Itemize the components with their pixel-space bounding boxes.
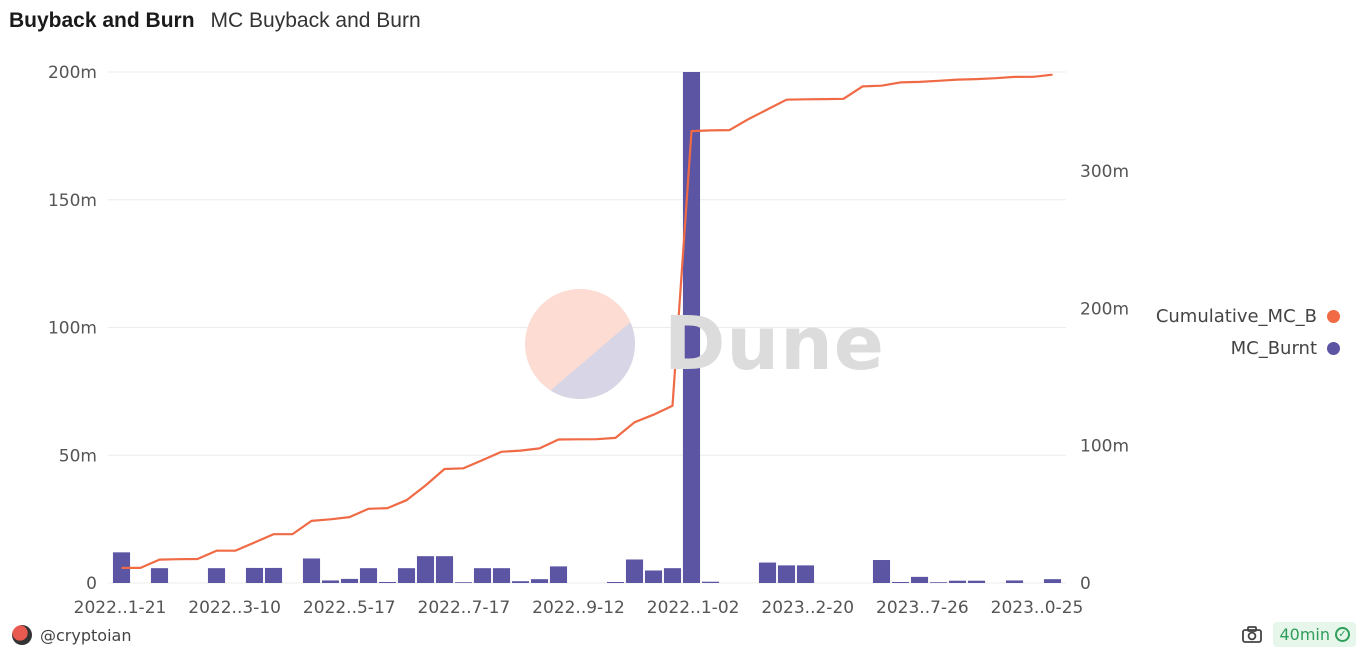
bar [530,579,549,583]
bar [644,570,663,583]
legend-item-mc-burnt[interactable]: MC_Burnt [1140,332,1340,364]
bar [1043,579,1062,583]
camera-icon[interactable] [1241,624,1263,646]
bar [1005,580,1024,583]
chart-title: Buyback and Burn [9,9,195,32]
x-tick-label: 2022..3-10 [188,598,281,618]
bar [549,566,568,583]
y-left-tick-label: 200m [48,63,97,83]
refresh-badge[interactable]: 40min ✓ [1273,622,1356,647]
bar [397,568,416,583]
y-left-tick-label: 150m [48,191,97,211]
bar [701,581,720,583]
legend-label-cumulative: Cumulative_MC_B [1155,305,1317,327]
y-left-tick-label: 50m [59,446,97,466]
chart-header: Buyback and Burn MC Buyback and Burn [9,9,421,33]
bar [625,559,644,583]
bar [207,568,226,583]
avatar [12,625,32,645]
bar [606,581,625,583]
bar [796,565,815,583]
bar [245,567,264,583]
bar [967,580,986,583]
x-tick-label: 2022..5-17 [303,598,396,618]
bar [872,560,891,583]
bar [454,582,473,583]
y-axis-right: 0 100m 200m 300m [1080,162,1129,594]
cumulative-line [121,73,1053,570]
bar [150,568,169,583]
legend-dot-mc-burnt [1327,341,1340,355]
bar [758,562,777,583]
y-right-tick-label: 0 [1080,574,1091,594]
y-axis-left: 0 50m 100m 150m 200m [48,63,97,594]
bar [910,576,929,583]
bar [777,565,796,583]
x-tick-label: 2022..1-21 [74,598,167,618]
x-tick-label: 2022..7-17 [418,598,511,618]
footer-actions: 40min ✓ [1241,622,1356,647]
bar [663,568,682,583]
y-right-tick-label: 200m [1080,299,1129,319]
author-name: @cryptoian [40,625,132,645]
bar [435,556,454,583]
bar [682,72,701,583]
x-tick-label: 2023..7-26 [876,598,969,618]
legend: Cumulative_MC_B MC_Burnt [1140,300,1340,364]
chart-subtitle: MC Buyback and Burn [210,9,421,32]
x-tick-label: 2023..2-20 [761,598,854,618]
check-circle-icon: ✓ [1335,627,1350,642]
legend-item-cumulative[interactable]: Cumulative_MC_B [1140,300,1340,332]
dune-logo [525,289,635,399]
y-left-tick-label: 100m [48,319,97,339]
bar [340,578,359,583]
bar [416,556,435,583]
y-left-tick-label: 0 [86,574,97,594]
bar [492,568,511,583]
author-link[interactable]: @cryptoian [12,625,131,645]
logo-segment [550,322,635,399]
bar [359,568,378,583]
legend-dot-cumulative [1327,309,1340,323]
x-axis: 2022..1-21 2022..3-10 2022..5-17 2022..7-17… [74,598,1084,618]
legend-label-mc-burnt: MC_Burnt [1230,337,1317,359]
refresh-label: 40min [1279,625,1330,644]
bar [302,558,321,583]
bar [948,580,967,583]
bar [511,581,530,583]
y-right-tick-label: 100m [1080,437,1129,457]
bar [378,581,397,583]
bar [473,568,492,583]
bar [929,582,948,583]
bar [321,580,340,583]
x-tick-label: 2022..1-02 [647,598,740,618]
bar [264,567,283,583]
bar [891,581,910,583]
x-tick-label: 2023..0-25 [991,598,1084,618]
line-series-cumulative [121,73,1053,570]
x-tick-label: 2022..9-12 [532,598,625,618]
y-right-tick-label: 300m [1080,162,1129,182]
